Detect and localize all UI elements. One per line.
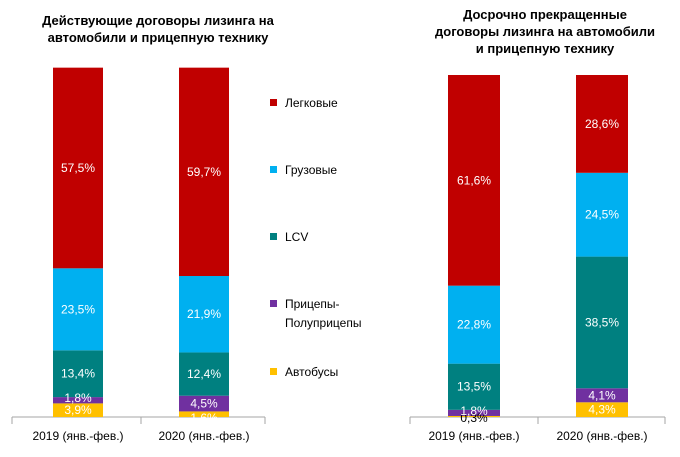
bar-segment-trailers — [448, 409, 500, 416]
data-label-trucks: 24,5% — [585, 208, 619, 222]
bar-segment-trucks — [53, 268, 103, 351]
legend-swatch-lcv — [270, 233, 277, 240]
bar-segment-cars — [179, 67, 229, 277]
legend-swatch-cars — [270, 99, 277, 106]
data-label-cars: 59,7% — [187, 165, 221, 179]
data-label-lcv: 38,5% — [585, 315, 619, 329]
bar-segment-cars — [448, 75, 500, 286]
bar-segment-trailers — [179, 395, 229, 412]
chart-terminated: 0,3%1,8% 13,5% 22,8% 61,6% 2019 (янв.-фев.) 4… — [409, 75, 666, 443]
data-label-buses: 3,9% — [64, 403, 92, 417]
bar-segment-buses — [448, 415, 500, 417]
bar-segment-buses — [179, 411, 229, 417]
legend-label-trucks: Грузовые — [285, 163, 337, 177]
legend-label-trailers-line1: Прицепы- — [285, 297, 340, 311]
x-tick-label: 2019 (янв.-фев.) — [32, 429, 123, 443]
data-label-buses: 4,3% — [588, 403, 616, 417]
data-label-buses: 1,6% — [190, 411, 218, 425]
x-tick-label: 2019 (янв.-фев.) — [428, 429, 519, 443]
legend-label-trailers-line2: Полуприцепы — [285, 316, 361, 330]
bar-segment-lcv — [53, 350, 103, 398]
x-tick-label: 2020 (янв.-фев.) — [158, 429, 249, 443]
data-label-lcv: 12,4% — [187, 367, 221, 381]
data-label-trailers: 1,8% — [64, 391, 92, 405]
legend-label-lcv: LCV — [285, 230, 308, 244]
bar-segment-buses — [576, 402, 628, 417]
legend-swatch-buses — [270, 368, 277, 375]
chart-active: 3,9%1,8% 13,4% 23,5% 57,5% 2019 (янв.-фев.) 1… — [11, 67, 266, 443]
data-label-lcv: 13,4% — [61, 367, 95, 381]
bar-segment-trailers — [53, 397, 103, 404]
charts-layer: 3,9%1,8%13,4%23,5%57,5%2019 (янв.-фев.)1… — [11, 67, 666, 443]
data-label-cars: 57,5% — [61, 161, 95, 175]
bar-segment-trucks — [179, 276, 229, 353]
bar-segment-lcv — [448, 363, 500, 410]
bar-segment-lcv — [576, 256, 628, 389]
legend-label-cars: Легковые — [285, 96, 338, 110]
legend-swatch-trucks — [270, 166, 277, 173]
data-label-lcv: 13,5% — [457, 380, 491, 394]
bar-segment-trailers — [576, 388, 628, 403]
x-tick-label: 2020 (янв.-фев.) — [556, 429, 647, 443]
data-label-trailers: 4,1% — [588, 388, 616, 402]
data-label-buses: 0,3% — [460, 411, 488, 425]
data-label-trailers: 4,5% — [190, 397, 218, 411]
bar-segment-lcv — [179, 352, 229, 396]
bar-segment-trucks — [448, 285, 500, 364]
bar-segment-buses — [53, 403, 103, 417]
chart-title-active: Действующие договоры лизинга на автомоби… — [42, 13, 274, 45]
data-label-trucks: 22,8% — [457, 318, 491, 332]
data-label-trucks: 21,9% — [187, 307, 221, 321]
bar-segment-cars — [53, 67, 103, 269]
chart-title-terminated: Досрочно прекращенные договоры лизинга н… — [435, 7, 655, 56]
bar-segment-cars — [576, 75, 628, 173]
legend: Легковые Грузовые LCV Прицепы- Полуприце… — [270, 96, 361, 379]
bar-segment-trucks — [576, 172, 628, 257]
data-label-trailers: 1,8% — [460, 404, 488, 418]
data-label-cars: 61,6% — [457, 173, 491, 187]
data-label-trucks: 23,5% — [61, 302, 95, 316]
data-label-cars: 28,6% — [585, 117, 619, 131]
legend-swatch-trailers — [270, 300, 277, 307]
legend-label-buses: Автобусы — [285, 365, 338, 379]
